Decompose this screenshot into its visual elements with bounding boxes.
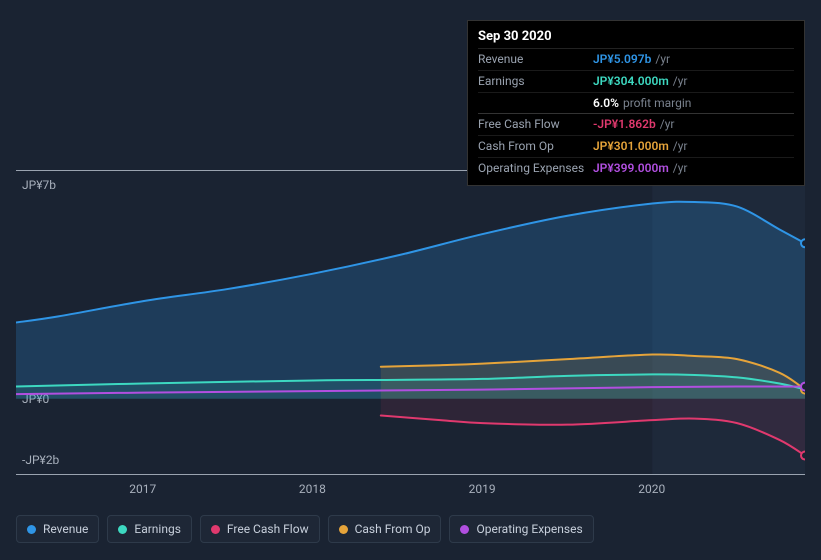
legend-item-label: Revenue bbox=[43, 522, 88, 536]
tooltip-row-value: -JP¥1.862b bbox=[593, 116, 656, 133]
x-axis-tick-label: 2017 bbox=[129, 482, 156, 496]
chart-tooltip: Sep 30 2020RevenueJP¥5.097b/yrEarningsJP… bbox=[467, 20, 805, 186]
tooltip-row-label: Earnings bbox=[478, 73, 593, 90]
legend-item-label: Cash From Op bbox=[355, 522, 431, 536]
x-axis-tick-label: 2019 bbox=[469, 482, 496, 496]
x-axis-tick-label: 2020 bbox=[638, 482, 665, 496]
tooltip-row-suffix: /yr bbox=[655, 51, 670, 68]
series-end-marker-revenue bbox=[801, 239, 805, 247]
legend-item-label: Free Cash Flow bbox=[227, 522, 309, 536]
financials-chart[interactable] bbox=[16, 170, 805, 475]
series-end-marker-operating_expenses bbox=[801, 383, 805, 391]
tooltip-row-suffix: profit margin bbox=[623, 95, 691, 112]
legend-dot-icon bbox=[211, 525, 220, 534]
tooltip-date: Sep 30 2020 bbox=[478, 27, 794, 48]
tooltip-row-value: JP¥5.097b bbox=[593, 51, 651, 68]
tooltip-row-suffix: /yr bbox=[673, 138, 688, 155]
tooltip-row-value: JP¥301.000m bbox=[593, 138, 669, 155]
legend-dot-icon bbox=[460, 525, 469, 534]
tooltip-row: Cash From OpJP¥301.000m/yr bbox=[478, 135, 794, 157]
tooltip-row-value: 6.0% bbox=[593, 95, 619, 112]
legend-item-label: Operating Expenses bbox=[476, 522, 582, 536]
tooltip-row: EarningsJP¥304.000m/yr bbox=[478, 70, 794, 92]
legend-dot-icon bbox=[27, 525, 36, 534]
legend-item-free_cash_flow[interactable]: Free Cash Flow bbox=[200, 515, 320, 543]
legend-item-label: Earnings bbox=[134, 522, 181, 536]
tooltip-row: RevenueJP¥5.097b/yr bbox=[478, 48, 794, 70]
series-end-marker-free_cash_flow bbox=[801, 452, 805, 460]
tooltip-row-label: Cash From Op bbox=[478, 138, 593, 155]
legend-item-cash_from_op[interactable]: Cash From Op bbox=[328, 515, 442, 543]
tooltip-row: Free Cash Flow-JP¥1.862b/yr bbox=[478, 113, 794, 135]
tooltip-row-suffix: /yr bbox=[673, 73, 688, 90]
tooltip-row-suffix: /yr bbox=[660, 116, 675, 133]
legend-dot-icon bbox=[118, 525, 127, 534]
tooltip-row: 6.0%profit margin bbox=[478, 92, 794, 114]
tooltip-row-label: Free Cash Flow bbox=[478, 116, 593, 133]
tooltip-row-value: JP¥304.000m bbox=[593, 73, 669, 90]
tooltip-row-label: Operating Expenses bbox=[478, 160, 593, 177]
tooltip-row: Operating ExpensesJP¥399.000m/yr bbox=[478, 157, 794, 179]
legend-dot-icon bbox=[339, 525, 348, 534]
legend-item-operating_expenses[interactable]: Operating Expenses bbox=[449, 515, 593, 543]
legend: Revenue Earnings Free Cash Flow Cash From O… bbox=[16, 515, 594, 543]
tooltip-row-label: Revenue bbox=[478, 51, 593, 68]
x-axis-tick-label: 2018 bbox=[299, 482, 326, 496]
tooltip-row-value: JP¥399.000m bbox=[593, 160, 669, 177]
legend-item-revenue[interactable]: Revenue bbox=[16, 515, 99, 543]
tooltip-row-suffix: /yr bbox=[673, 160, 688, 177]
legend-item-earnings[interactable]: Earnings bbox=[107, 515, 192, 543]
